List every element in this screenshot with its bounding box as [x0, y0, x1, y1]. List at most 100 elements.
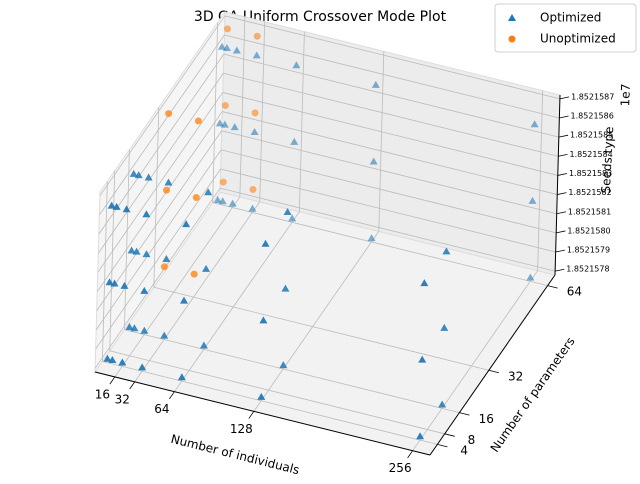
data-point	[440, 323, 449, 331]
data-point	[130, 324, 139, 332]
tick-mark	[559, 115, 569, 119]
grid-line	[221, 130, 557, 215]
data-point	[120, 281, 129, 289]
data-point	[194, 117, 202, 125]
grid-line	[212, 202, 548, 286]
z-tick-label: 1.8521584	[569, 150, 612, 159]
z-axis	[554, 94, 561, 276]
grid-line	[212, 22, 219, 203]
grid-line	[97, 92, 224, 273]
grid-line	[239, 16, 246, 197]
data-point	[259, 316, 268, 324]
data-point	[283, 207, 292, 215]
y-tick-label: 8	[468, 433, 476, 447]
grid-line	[153, 286, 489, 371]
data-point	[138, 363, 147, 371]
grid-line	[98, 53, 225, 235]
grid-line	[109, 350, 445, 435]
series	[103, 42, 539, 440]
data-point	[182, 220, 191, 228]
legend-label: Unoptimized	[540, 32, 616, 46]
x-tick-label: 64	[154, 402, 169, 416]
data-point	[127, 246, 136, 254]
grid-line	[124, 149, 130, 330]
grid-line	[224, 34, 560, 119]
data-point	[142, 210, 151, 218]
x-tick-label: 16	[95, 387, 110, 401]
data-point	[164, 178, 173, 186]
data-point	[371, 80, 380, 88]
data-point	[292, 61, 301, 69]
tick-mark	[559, 96, 570, 100]
grid-line	[220, 187, 556, 272]
data-point	[223, 25, 231, 33]
grid-line	[153, 107, 160, 288]
tick-mark	[407, 450, 413, 459]
data-point	[179, 296, 188, 304]
data-point	[202, 264, 211, 272]
data-point	[132, 247, 141, 255]
x-tick-label: 128	[230, 422, 253, 436]
data-point	[204, 188, 213, 196]
tick-mark	[556, 211, 566, 215]
data-point	[438, 400, 447, 408]
grid-line	[253, 231, 380, 412]
data-point	[122, 205, 131, 213]
pane-left	[94, 10, 226, 374]
tick-mark	[248, 411, 255, 419]
data-point	[416, 432, 425, 440]
x-tick-label: 32	[115, 392, 130, 406]
data-point	[250, 127, 259, 135]
tick-mark	[459, 412, 470, 416]
grid-line	[102, 361, 438, 445]
y-tick-label: 4	[460, 444, 468, 458]
z-tick-label: 1.8521583	[569, 169, 612, 178]
data-point	[528, 196, 537, 204]
data-point	[199, 341, 208, 349]
data-point	[261, 239, 270, 247]
data-point	[526, 273, 535, 281]
legend-marker	[508, 35, 516, 43]
grid-line	[220, 168, 556, 253]
grid-line	[134, 201, 261, 383]
z-tick-label: 1.8521587	[571, 92, 614, 101]
y-tick-label: 32	[508, 369, 523, 383]
data-point	[290, 137, 299, 145]
legend-label: Optimized	[540, 11, 601, 25]
panes	[94, 10, 561, 456]
data-point	[162, 255, 171, 263]
data-point	[530, 120, 539, 128]
data-point	[108, 356, 117, 364]
y-tick-label: 64	[567, 285, 582, 299]
grid-line	[97, 73, 224, 254]
data-point	[107, 201, 116, 209]
data-point	[103, 354, 112, 362]
z-tick-label: 1.8521578	[566, 265, 609, 274]
data-point	[221, 101, 229, 109]
grid-line	[537, 90, 544, 271]
tick-mark	[558, 153, 568, 157]
x-axis-label: Number of individuals	[169, 432, 300, 477]
z-tick-label: 1.8521582	[568, 188, 611, 197]
data-point	[228, 199, 237, 207]
tick-mark	[129, 381, 136, 390]
data-point	[213, 195, 222, 203]
grid-line	[299, 31, 305, 212]
data-point	[165, 110, 173, 118]
data-point	[281, 284, 290, 292]
grid-line	[174, 211, 300, 392]
grid-line	[109, 170, 116, 351]
data-point	[369, 157, 378, 165]
grid-line	[124, 329, 460, 414]
tick-mark	[555, 249, 565, 253]
grid-line	[221, 149, 557, 234]
data-point	[160, 263, 168, 271]
tick-mark	[547, 285, 558, 289]
data-point	[110, 279, 119, 287]
data-point	[163, 186, 171, 194]
data-point	[118, 358, 127, 366]
y-axis	[429, 274, 556, 456]
z-tick-label: 1.8521586	[571, 112, 614, 121]
data-point	[125, 323, 134, 331]
